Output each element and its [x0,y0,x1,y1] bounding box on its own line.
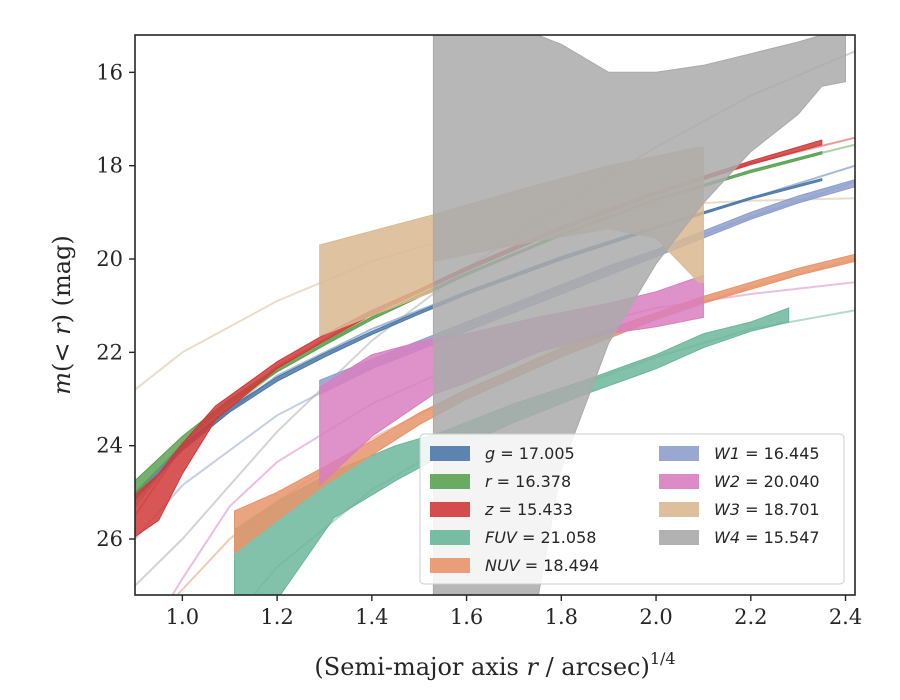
band-z [135,139,823,538]
x-tick-label: 1.6 [450,605,483,629]
x-tick-label: 2.4 [829,605,862,629]
legend-label-w3: W3 = 18.701 [714,500,820,519]
y-tick-label: 22 [96,340,123,364]
legend-label-fuv: FUV = 21.058 [485,528,596,547]
plot-frame [134,34,856,596]
series-layer [135,35,855,595]
x-tick-label: 2.2 [734,605,767,629]
legend-swatch-fuv [430,530,470,545]
band-r [135,151,823,496]
legend-swatch-z [430,502,470,517]
y-tick-label: 18 [96,154,123,178]
legend: g = 17.005 r = 16.378 z = 15.433 FUV = 21.0… [419,433,845,585]
legend-label-r: r = 16.378 [485,472,571,491]
legend-label-w1: W1 = 16.445 [714,444,820,463]
x-tick-label: 1.8 [545,605,578,629]
legend-swatch-w4 [659,530,699,545]
legend-swatch-r [430,474,470,489]
legend-swatch-w3 [659,502,699,517]
legend-swatch-g [430,446,470,461]
legend-label-nuv: NUV = 18.494 [485,556,599,575]
x-tick-label: 1.4 [355,605,388,629]
legend-label-w2: W2 = 20.040 [714,472,820,491]
legend-swatch-w1 [659,446,699,461]
y-tick-label: 16 [96,60,123,84]
y-tick-label: 26 [96,527,123,551]
x-tick-label: 2.0 [639,605,672,629]
legend-frame [419,433,845,585]
x-tick-label: 1.2 [260,605,293,629]
legend-swatch-w2 [659,474,699,489]
legend-label-w4: W4 = 15.547 [714,528,820,547]
band-g [135,178,823,501]
y-tick-label: 20 [96,247,123,271]
axis-layer: 1.0 1.2 1.4 1.6 1.8 2.0 2.2 2.4 16 18 20 22 24 26 [96,60,862,629]
legend-label-g: g = 17.005 [485,444,575,463]
y-axis-title: m(< r) (mag) [48,235,76,395]
x-axis-title: (Semi-major axis r / arcsec)1/4 [314,649,675,681]
legend-swatch-nuv [430,558,470,573]
legend-label-z: z = 15.433 [484,500,573,519]
y-tick-label: 24 [96,434,123,458]
x-tick-label: 1.0 [166,605,199,629]
